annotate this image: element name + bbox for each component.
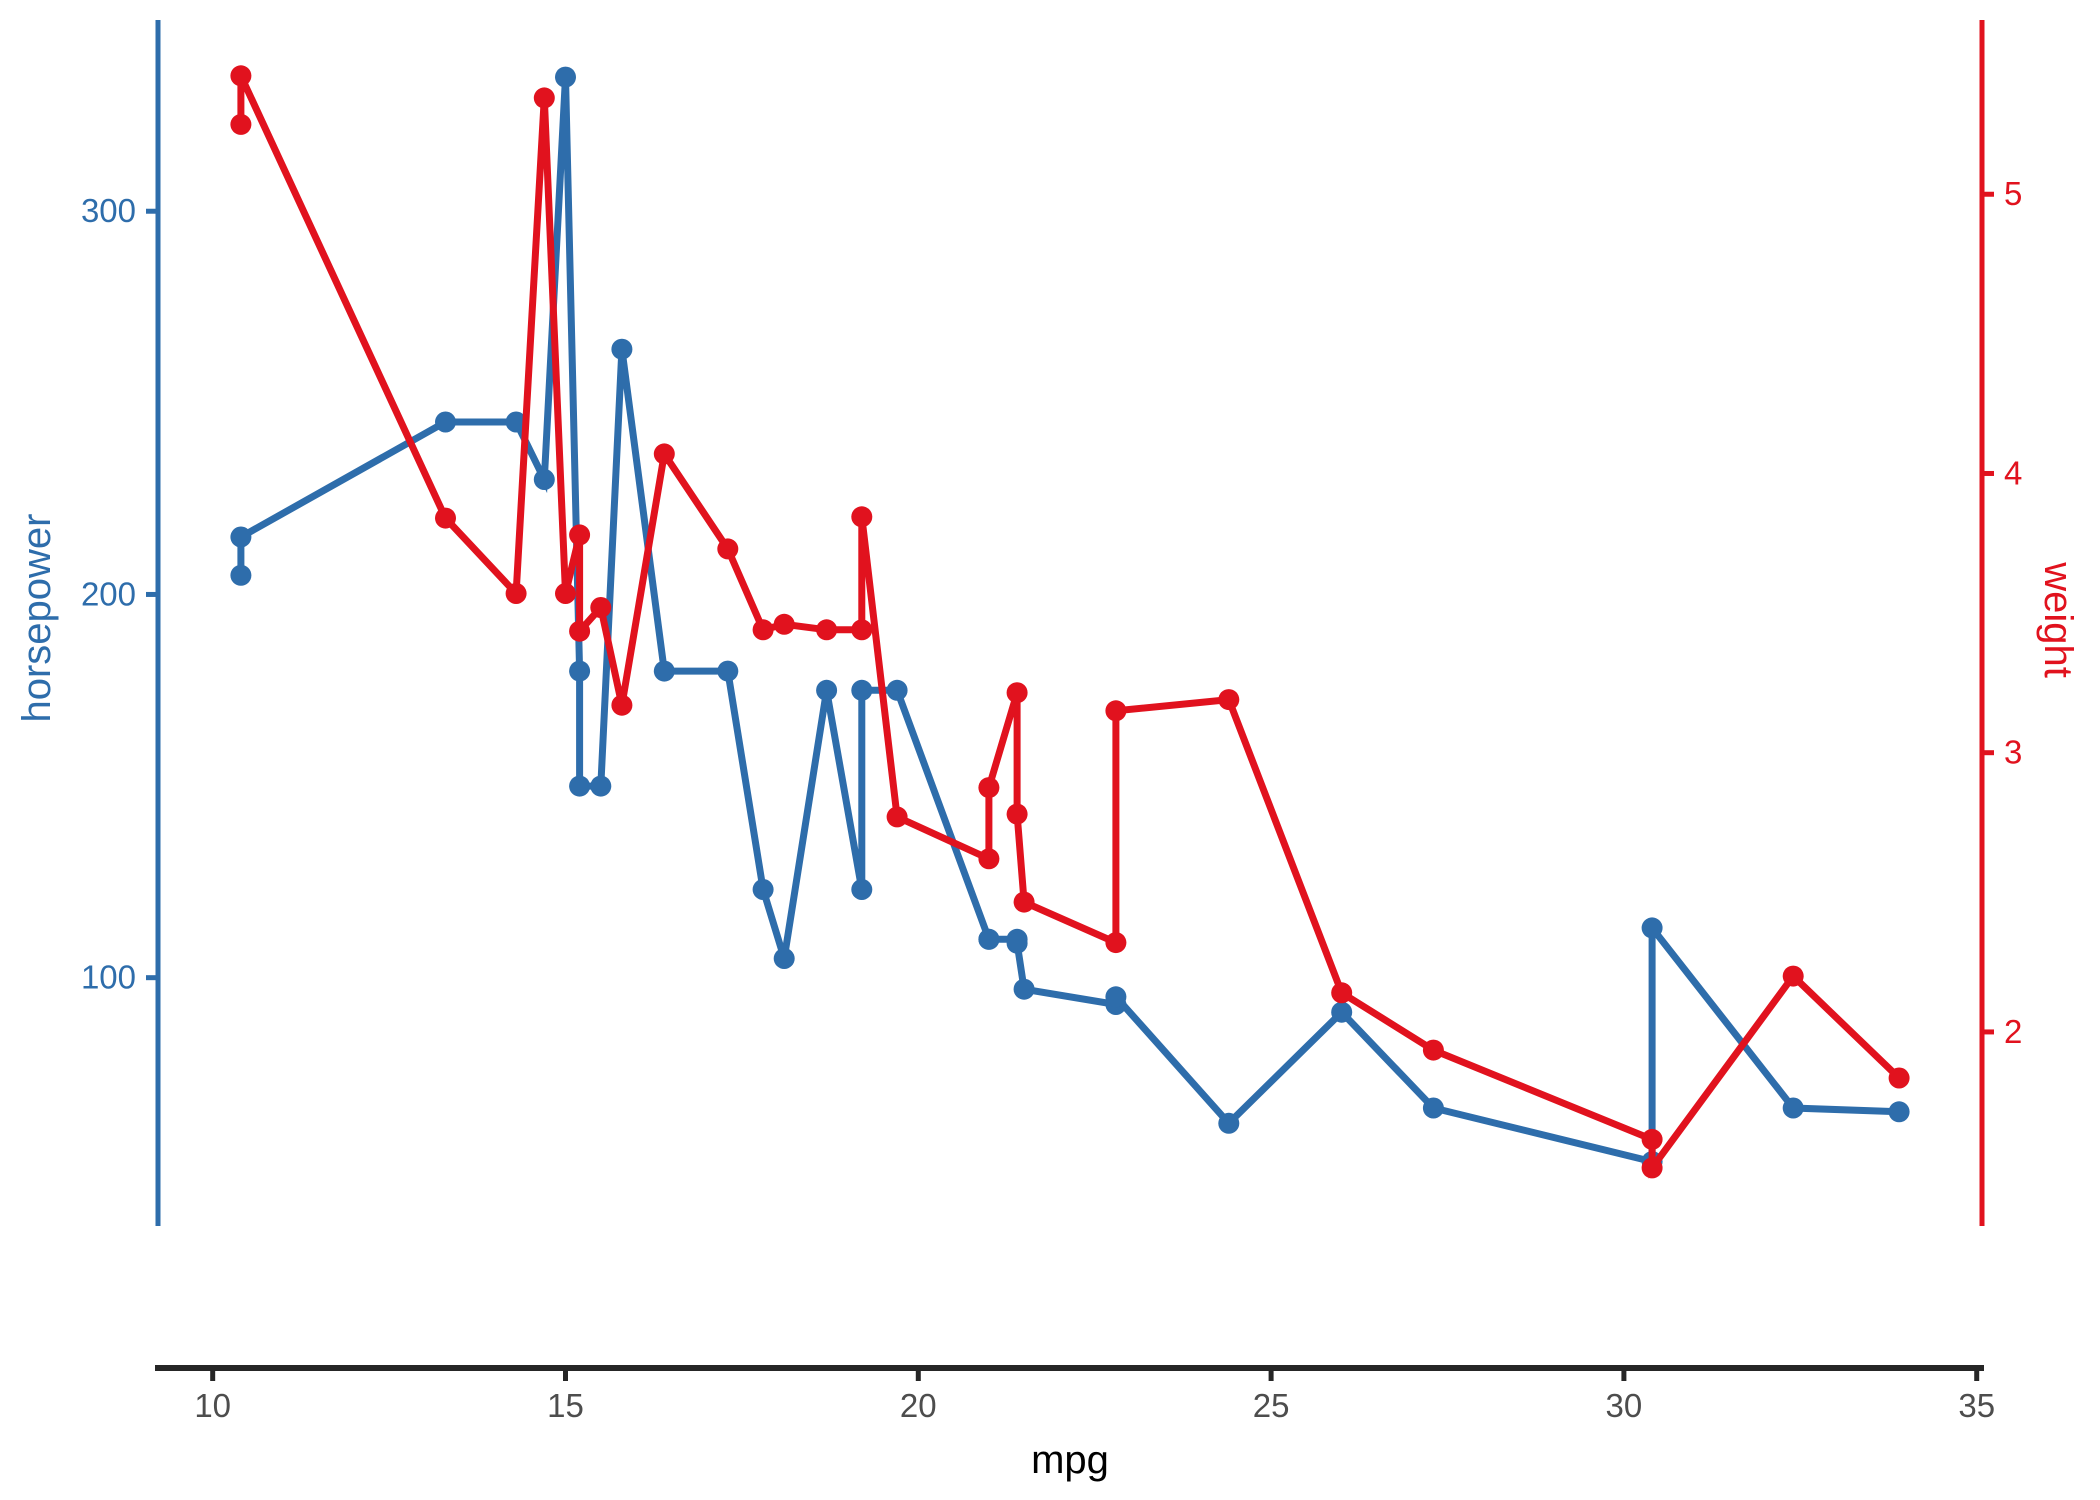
horsepower-point <box>569 660 591 682</box>
weight-point <box>1218 689 1240 711</box>
left-tick-label: 100 <box>81 959 136 996</box>
weight-point <box>978 848 1000 870</box>
weight-point <box>1641 1157 1663 1179</box>
titles-layer: mpg horsepower weight <box>15 513 2080 1482</box>
weight-point <box>773 613 795 635</box>
horsepower-point <box>1422 1097 1444 1119</box>
weight-point <box>978 777 1000 799</box>
axes-layer: 10 15 20 25 30 35 100 200 300 2 3 4 5 <box>81 20 2022 1424</box>
horsepower-point <box>230 564 252 586</box>
horsepower-line <box>237 76 1900 1167</box>
weight-point <box>1013 891 1035 913</box>
weight-point <box>569 524 591 546</box>
weight-point <box>1331 982 1353 1004</box>
weight-point <box>533 87 555 109</box>
weight-point <box>555 583 576 604</box>
horsepower-point <box>555 66 576 88</box>
horsepower-point <box>773 948 795 969</box>
horsepower-point <box>752 879 774 900</box>
x-tick-label: 30 <box>1606 1387 1643 1424</box>
left-axis-title: horsepower <box>15 513 59 722</box>
horsepower-point <box>653 660 675 682</box>
right-tick-label: 5 <box>2004 175 2022 212</box>
x-tick-label: 15 <box>547 1387 584 1424</box>
weight-point <box>717 538 739 560</box>
horsepower-point <box>1331 1001 1353 1023</box>
horsepower-point <box>886 679 908 701</box>
horsepower-point <box>1888 1101 1910 1123</box>
weight-point <box>230 65 252 87</box>
horsepower-point <box>717 660 739 682</box>
horsepower-point <box>611 338 633 360</box>
weight-point <box>1782 965 1804 987</box>
weight-point <box>611 694 633 716</box>
horsepower-point <box>1105 986 1127 1008</box>
weight-point <box>653 443 675 465</box>
horsepower-point <box>1006 932 1028 954</box>
left-tick-label: 200 <box>81 575 136 612</box>
horsepower-point <box>505 411 527 433</box>
horsepower-point <box>1782 1097 1804 1119</box>
weight-point <box>505 583 527 604</box>
horsepower-point <box>978 928 1000 950</box>
horsepower-point <box>569 775 591 797</box>
weight-point <box>569 620 591 642</box>
x-tick-label: 25 <box>1253 1387 1290 1424</box>
weight-point <box>590 597 612 618</box>
x-axis-title: mpg <box>1031 1438 1109 1482</box>
horsepower-point <box>816 679 838 701</box>
weight-point <box>1422 1039 1444 1061</box>
x-tick-label: 20 <box>900 1387 937 1424</box>
weight-point <box>851 619 873 641</box>
horsepower-point <box>851 679 873 701</box>
weight-point <box>886 806 908 828</box>
left-tick-label: 300 <box>81 192 136 229</box>
weight-point <box>230 113 252 135</box>
horsepower-point <box>435 411 456 433</box>
horsepower-point <box>1013 978 1035 1000</box>
weight-point <box>1641 1128 1663 1150</box>
horsepower-point <box>851 879 873 900</box>
horsepower-point <box>1641 917 1663 939</box>
right-tick-label: 4 <box>2004 454 2022 491</box>
weight-point <box>435 507 456 529</box>
weight-point <box>1888 1067 1910 1089</box>
x-tick-label: 35 <box>1958 1387 1995 1424</box>
weight-point <box>816 619 838 641</box>
weight-point <box>1006 803 1028 825</box>
weight-point <box>1105 932 1127 954</box>
right-axis-title: weight <box>2036 561 2080 678</box>
horsepower-point <box>533 469 555 490</box>
weight-point <box>1105 700 1127 722</box>
horsepower-point <box>590 775 612 797</box>
x-tick-label: 10 <box>194 1387 231 1424</box>
series-layer <box>230 65 1910 1179</box>
weight-point <box>752 619 774 641</box>
horsepower-point <box>1218 1112 1240 1134</box>
right-tick-label: 3 <box>2004 734 2022 771</box>
weight-point <box>851 506 873 528</box>
right-tick-label: 2 <box>2004 1013 2022 1050</box>
weight-point <box>1006 682 1028 704</box>
horsepower-point <box>230 526 252 548</box>
